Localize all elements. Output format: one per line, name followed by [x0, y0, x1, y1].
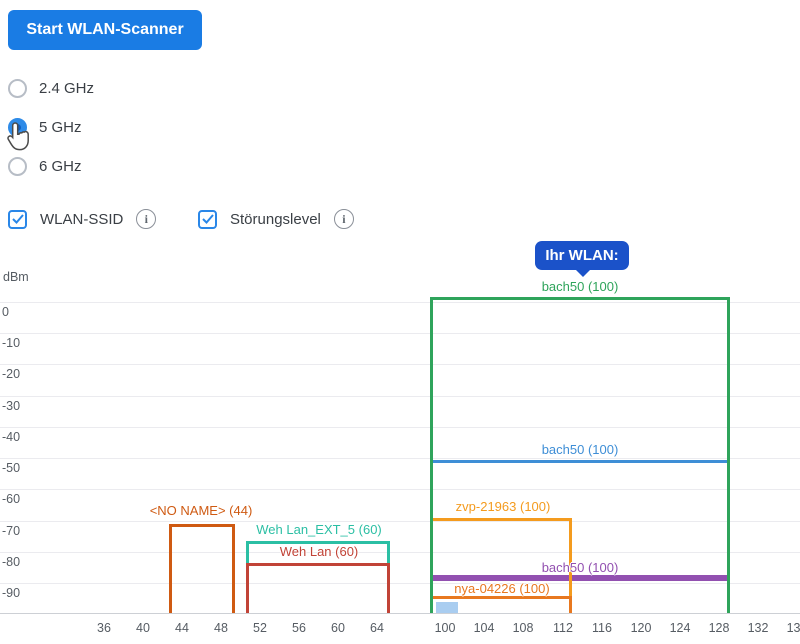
gridline	[0, 396, 800, 397]
band-label: 6 GHz	[39, 157, 82, 175]
network-box-bach50	[430, 297, 730, 613]
y-tick-label: -70	[2, 524, 21, 538]
gridline	[0, 489, 800, 490]
y-tick-label: -80	[2, 555, 21, 569]
x-tick-label: 60	[331, 621, 345, 635]
x-axis-line	[0, 613, 800, 614]
x-tick-label: 128	[708, 621, 730, 635]
network-box-wehlan	[246, 563, 390, 613]
network-label: bach50 (100)	[541, 279, 619, 294]
gridline	[0, 583, 800, 584]
start-wlan-scanner-button[interactable]: Start WLAN-Scanner	[8, 10, 202, 50]
gridline	[0, 364, 800, 365]
filter-label: Störungslevel	[230, 210, 321, 228]
x-tick-label: 112	[553, 621, 573, 635]
info-icon[interactable]: i	[333, 209, 354, 229]
x-tick-label: 36	[97, 621, 111, 635]
network-label: bach50 (100)	[541, 442, 619, 457]
x-tick-label: 64	[370, 621, 384, 635]
network-label: Weh Lan_EXT_5 (60)	[256, 522, 382, 537]
y-tick-label: -30	[2, 399, 21, 413]
filter-st-rungslevel: Störungslevel i	[198, 209, 354, 229]
network-box-noname	[169, 524, 235, 613]
gridline	[0, 427, 800, 428]
gridline	[0, 521, 800, 522]
x-tick-label: 48	[214, 621, 228, 635]
x-tick-label: 124	[669, 621, 691, 635]
x-tick-label: 108	[512, 621, 534, 635]
band-label: 5 GHz	[39, 118, 82, 136]
x-tick-label: 40	[136, 621, 150, 635]
your-wlan-tooltip: Ihr WLAN:	[535, 241, 629, 270]
y-tick-label: -50	[2, 461, 21, 475]
band-label: 2.4 GHz	[39, 79, 95, 97]
x-tick-label: 104	[473, 621, 495, 635]
x-tick-label: 136	[786, 621, 800, 635]
gridline	[0, 333, 800, 334]
y-tick-label: -90	[2, 586, 21, 600]
channel-marker	[436, 602, 458, 613]
checkbox-checked[interactable]	[8, 209, 27, 229]
y-tick-label: -20	[2, 367, 21, 381]
gridline	[0, 552, 800, 553]
x-tick-label: 44	[175, 621, 189, 635]
y-tick-label: -10	[2, 336, 21, 350]
info-icon[interactable]: i	[136, 209, 157, 229]
y-tick-label: 0	[2, 305, 9, 319]
x-tick-label: 52	[253, 621, 267, 635]
hand-cursor-icon	[6, 121, 31, 157]
y-axis-unit-label: dBm	[3, 270, 29, 284]
filter-wlan-ssid: WLAN-SSID i	[8, 209, 157, 229]
network-label: zvp-21963 (100)	[455, 499, 551, 514]
network-label: nya-04226 (100)	[454, 581, 550, 596]
radio-button[interactable]	[8, 156, 27, 176]
y-tick-label: -40	[2, 430, 21, 444]
gridline	[0, 302, 800, 303]
network-label: <NO NAME> (44)	[149, 503, 253, 518]
x-tick-label: 120	[630, 621, 652, 635]
checkbox-checked[interactable]	[198, 209, 217, 229]
network-label: Weh Lan (60)	[279, 544, 359, 559]
filter-label: WLAN-SSID	[40, 210, 124, 228]
x-tick-label: 100	[434, 621, 456, 635]
network-label: bach50 (100)	[541, 560, 619, 575]
y-tick-label: -60	[2, 492, 21, 506]
band-option-2.4GHz[interactable]: 2.4 GHz	[8, 78, 94, 98]
x-tick-label: 56	[292, 621, 306, 635]
radio-button[interactable]	[8, 78, 27, 98]
your-wlan-tooltip-arrow	[575, 269, 591, 277]
band-option-6GHz[interactable]: 6 GHz	[8, 156, 82, 176]
x-tick-label: 116	[592, 621, 612, 635]
x-tick-label: 132	[747, 621, 769, 635]
gridline	[0, 458, 800, 459]
